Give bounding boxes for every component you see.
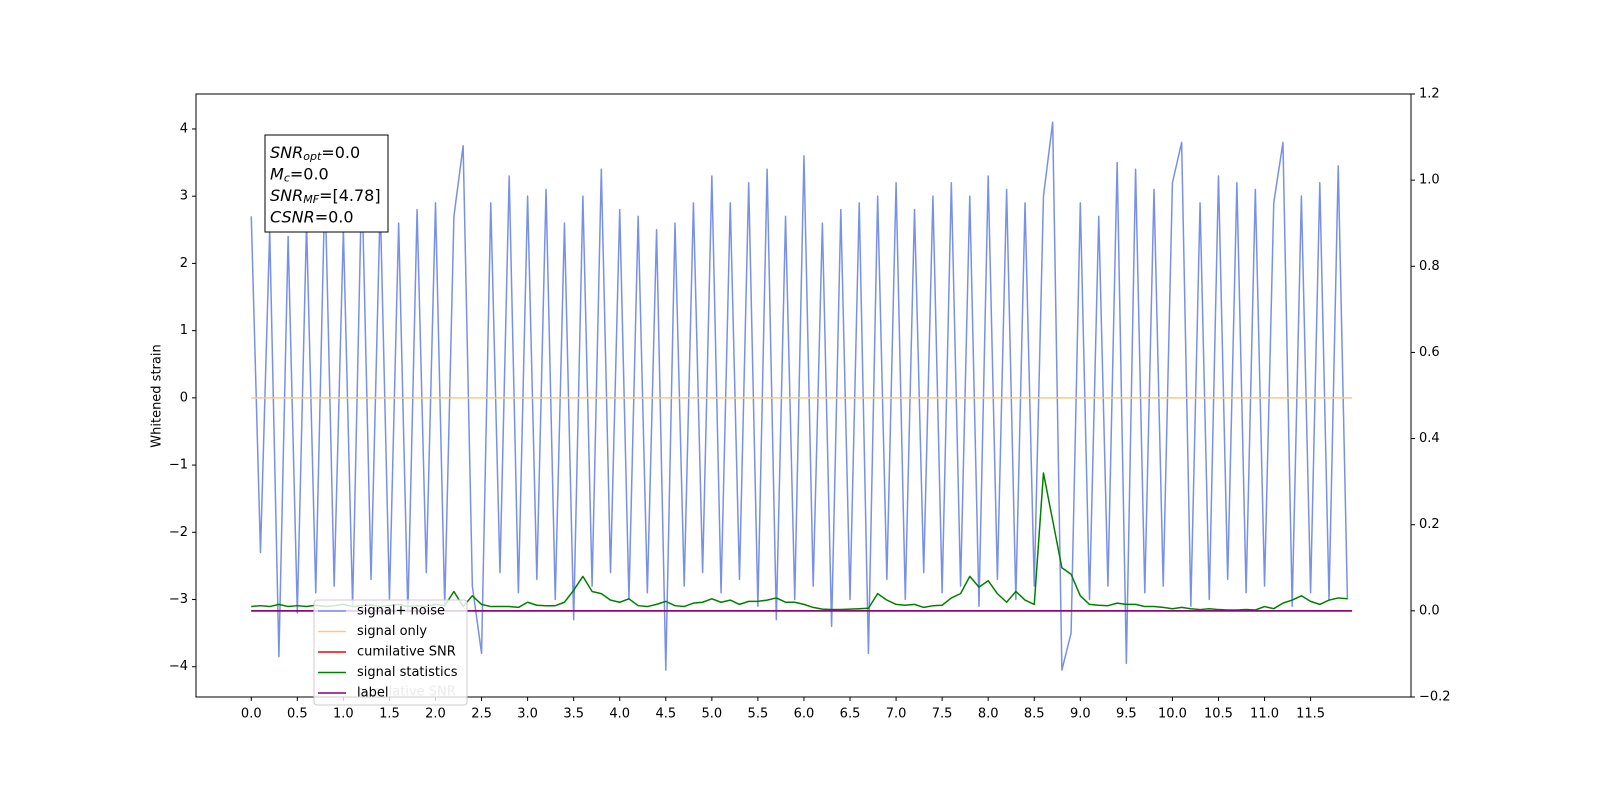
y2-tick-label: 0.0: [1419, 603, 1440, 618]
x-tick-label: 8.0: [978, 707, 999, 722]
y-tick-label: −1: [169, 458, 188, 473]
legend-label: label: [357, 686, 388, 701]
annotation-sub: MF: [303, 193, 319, 206]
x-tick-label: 6.5: [840, 707, 861, 722]
annotation-text: =0.0: [290, 164, 329, 183]
x-tick-label: 7.0: [886, 707, 907, 722]
x-tick-label: 0.0: [241, 707, 262, 722]
annotation-symbol: CSNR: [270, 207, 315, 226]
annotation-symbol: SNR: [270, 143, 303, 162]
x-tick-label: 6.0: [794, 707, 815, 722]
x-tick-label: 5.5: [748, 707, 769, 722]
annotation-line: SNRMF=[4.78]: [270, 186, 381, 207]
y2-tick-label: 1.2: [1419, 87, 1440, 102]
y-tick-label: −4: [169, 659, 188, 674]
x-tick-label: 2.0: [425, 707, 446, 722]
y-tick-label: −2: [169, 525, 188, 540]
y-tick-label: 0: [180, 390, 188, 405]
annotation-sub: opt: [303, 150, 322, 163]
legend-label: signal+ noise: [357, 604, 445, 619]
y-axis-label: Whitened strain: [150, 344, 165, 447]
y-tick-label: −3: [169, 592, 188, 607]
y2-tick-label: 0.8: [1419, 259, 1440, 274]
x-tick-label: 4.0: [609, 707, 630, 722]
annotation-line: Mc=0.0: [270, 164, 329, 185]
y2-tick-label: 1.0: [1419, 173, 1440, 188]
annotation-box: [264, 134, 389, 233]
legend-label: cumilative SNR: [357, 645, 456, 660]
series-line: [251, 472, 1348, 611]
legend-box: [313, 599, 468, 706]
annotation-text: =0.0: [321, 143, 360, 162]
x-tick-label: 10.5: [1204, 707, 1233, 722]
annotation-sub: c: [284, 172, 290, 185]
y2-tick-label: −0.2: [1419, 690, 1451, 705]
x-tick-label: 10.0: [1158, 707, 1187, 722]
x-tick-label: 4.5: [655, 707, 676, 722]
y2-tick-label: 0.4: [1419, 431, 1440, 446]
y-tick-label: 2: [180, 256, 188, 271]
x-tick-label: 9.0: [1070, 707, 1091, 722]
x-tick-label: 1.0: [333, 707, 354, 722]
plot-frame: [195, 93, 1412, 698]
y2-tick-label: 0.6: [1419, 345, 1440, 360]
x-tick-label: 8.5: [1024, 707, 1045, 722]
y-tick-label: 3: [180, 189, 188, 204]
legend-label: signal statistics: [357, 665, 458, 680]
x-tick-label: 5.0: [702, 707, 723, 722]
series-line: [250, 121, 1349, 671]
x-tick-label: 3.0: [517, 707, 538, 722]
annotation-symbol: M: [270, 164, 284, 183]
y-tick-label: 1: [180, 323, 188, 338]
x-tick-label: 2.5: [471, 707, 492, 722]
x-tick-label: 1.5: [379, 707, 400, 722]
y-tick-label: 4: [180, 121, 188, 136]
annotation-text: =[4.78]: [319, 186, 381, 205]
x-tick-label: 11.5: [1296, 707, 1325, 722]
legend-label: signal only: [357, 624, 427, 639]
annotation-text: =0.0: [315, 207, 354, 226]
x-tick-label: 3.5: [563, 707, 584, 722]
x-tick-label: 7.5: [932, 707, 953, 722]
annotation-line: CSNR=0.0: [270, 207, 354, 226]
y2-tick-label: 0.2: [1419, 517, 1440, 532]
annotation-symbol: SNR: [270, 186, 303, 205]
x-tick-label: 0.5: [287, 707, 308, 722]
x-tick-label: 9.5: [1116, 707, 1137, 722]
annotation-line: SNRopt=0.0: [270, 143, 360, 164]
x-tick-label: 11.0: [1250, 707, 1279, 722]
